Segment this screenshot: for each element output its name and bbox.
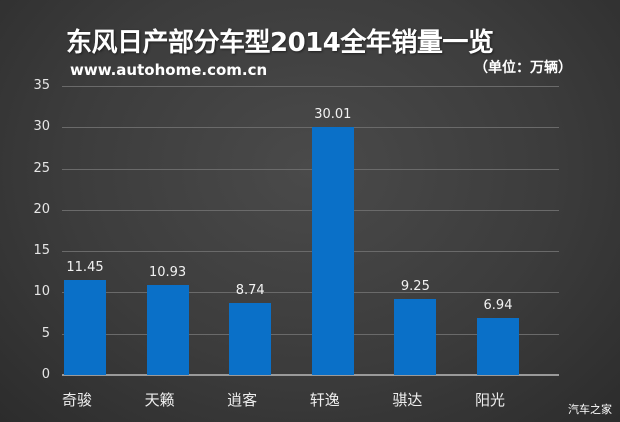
bar-value-label: 30.01 <box>314 107 352 123</box>
y-tick-label: 25 <box>33 160 50 176</box>
gridline <box>62 251 559 253</box>
y-tick-label: 5 <box>41 325 50 341</box>
x-axis-line <box>62 374 559 376</box>
unit-label: （单位：万辆） <box>474 60 572 76</box>
bar-奇骏[interactable] <box>64 280 106 375</box>
bar-value-label: 11.45 <box>66 260 104 276</box>
y-tick-label: 35 <box>33 78 50 93</box>
gridline <box>62 86 559 87</box>
bar-骐达[interactable] <box>394 298 437 375</box>
bar-value-label: 9.25 <box>400 278 430 294</box>
x-category-label: 骐达 <box>392 391 423 409</box>
bar-轩逸[interactable] <box>311 127 354 375</box>
bar-value-label: 8.74 <box>235 282 265 298</box>
x-category-label: 阳光 <box>474 391 505 409</box>
x-category-label: 奇骏 <box>61 391 92 409</box>
x-category-label: 天籁 <box>144 391 175 409</box>
gridline <box>62 209 559 211</box>
y-tick-label: 20 <box>33 201 50 217</box>
chart-title: 东风日产部分车型2014全年销量一览 <box>66 28 494 58</box>
gridline <box>62 292 559 294</box>
bar-逍客[interactable] <box>229 302 272 375</box>
bar-阳光[interactable] <box>477 317 519 375</box>
y-tick-label: 30 <box>33 119 50 135</box>
site-url: www.autohome.com.cn <box>70 61 268 79</box>
y-tick-label: 0 <box>41 367 50 382</box>
y-tick-label: 15 <box>33 243 50 259</box>
y-tick-label: 10 <box>33 284 50 300</box>
bar-天籁[interactable] <box>146 284 189 375</box>
gridline <box>62 333 559 335</box>
bar-value-label: 6.94 <box>483 297 513 313</box>
watermark: 汽车之家 <box>568 403 612 416</box>
x-category-label: 轩逸 <box>309 391 340 409</box>
x-category-label: 逍客 <box>227 391 258 409</box>
gridline <box>62 168 559 170</box>
gridline <box>62 127 559 129</box>
bar-value-label: 10.93 <box>148 264 187 280</box>
